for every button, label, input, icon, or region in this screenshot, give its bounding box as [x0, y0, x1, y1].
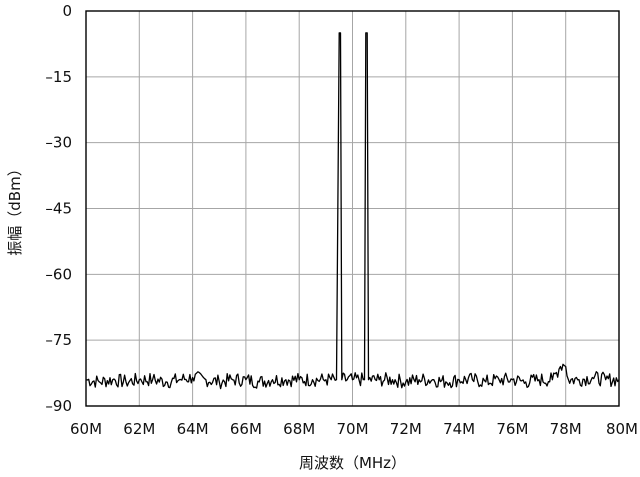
spectrum-trace	[85, 32, 620, 390]
y-tick-label: –75	[45, 331, 72, 349]
y-axis-title: 振幅（dBm）	[6, 161, 24, 255]
x-tick-label: 74M	[443, 420, 475, 438]
x-tick-label: 60M	[70, 420, 102, 438]
y-tick-labels: 0 –15 –30 –45 –60 –75 –90	[45, 2, 72, 415]
y-tick-label: –45	[45, 200, 72, 218]
y-tick-label: –15	[45, 68, 72, 86]
y-tick-label: –90	[45, 397, 72, 415]
x-axis-title: 周波数（MHz）	[299, 454, 406, 472]
x-tick-label: 64M	[177, 420, 209, 438]
x-tick-label: 62M	[123, 420, 155, 438]
plot-frame	[85, 10, 620, 407]
y-tick-label: –60	[45, 265, 72, 283]
x-tick-label: 80M	[606, 420, 638, 438]
y-tick-label: –30	[45, 134, 72, 152]
x-tick-label: 76M	[496, 420, 528, 438]
x-tick-label: 68M	[283, 420, 315, 438]
y-tick-label: 0	[62, 2, 72, 20]
x-tick-label: 70M	[336, 420, 368, 438]
x-tick-label: 66M	[230, 420, 262, 438]
x-tick-labels: 60M 62M 64M 66M 68M 70M 72M 74M 76M 78M 80M	[70, 420, 638, 438]
x-tick-label: 78M	[550, 420, 582, 438]
grid	[86, 11, 619, 406]
x-tick-label: 72M	[390, 420, 422, 438]
